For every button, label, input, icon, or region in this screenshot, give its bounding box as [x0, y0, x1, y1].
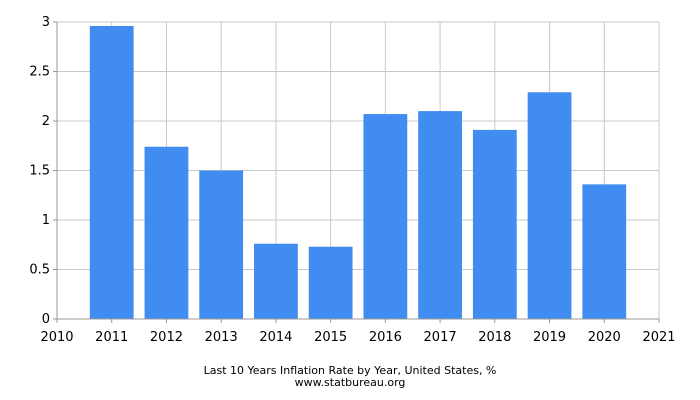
- bar-2018: [472, 129, 517, 319]
- y-tick-label: 0.5: [29, 263, 50, 278]
- x-tick-label: 2011: [95, 330, 128, 345]
- bars: [89, 25, 627, 320]
- bar-2012: [144, 146, 189, 319]
- bar-2013: [199, 170, 244, 319]
- bar-2019: [527, 92, 572, 319]
- bar-2011: [89, 25, 134, 320]
- x-tick-label: 2020: [588, 330, 621, 345]
- x-tick-label: 2021: [642, 330, 675, 345]
- x-tick-label: 2013: [205, 330, 238, 345]
- bar-2020: [582, 184, 627, 319]
- x-tick-label: 2014: [259, 330, 292, 345]
- x-tick-label: 2016: [369, 330, 402, 345]
- x-tick-label: 2010: [40, 330, 73, 345]
- y-tick-label: 2: [42, 114, 50, 129]
- x-tick-labels: 2010 2011 2012 2013 2014 2015 2016 2017 2018 2019…: [40, 330, 675, 345]
- bar-2015: [308, 246, 353, 319]
- y-tick-label: 1: [42, 213, 50, 228]
- y-tick-labels: 0 0.5 1 1.5 2 2.5 3: [29, 15, 50, 327]
- y-tick-label: 1.5: [29, 164, 50, 179]
- bar-2017: [418, 111, 462, 319]
- x-tick-label: 2019: [533, 330, 566, 345]
- y-tick-label: 2.5: [29, 65, 50, 80]
- axes: [53, 21, 660, 323]
- bar-2014: [254, 243, 298, 319]
- x-tick-label: 2017: [424, 330, 457, 345]
- chart-title: Last 10 Years Inflation Rate by Year, Un…: [204, 364, 497, 377]
- y-tick-label: 0: [42, 312, 50, 327]
- x-tick-label: 2018: [478, 330, 511, 345]
- chart-source: www.statbureau.org: [295, 376, 406, 389]
- bar-2016: [363, 114, 408, 319]
- x-tick-label: 2012: [150, 330, 183, 345]
- x-tick-label: 2015: [314, 330, 347, 345]
- y-tick-label: 3: [42, 15, 50, 30]
